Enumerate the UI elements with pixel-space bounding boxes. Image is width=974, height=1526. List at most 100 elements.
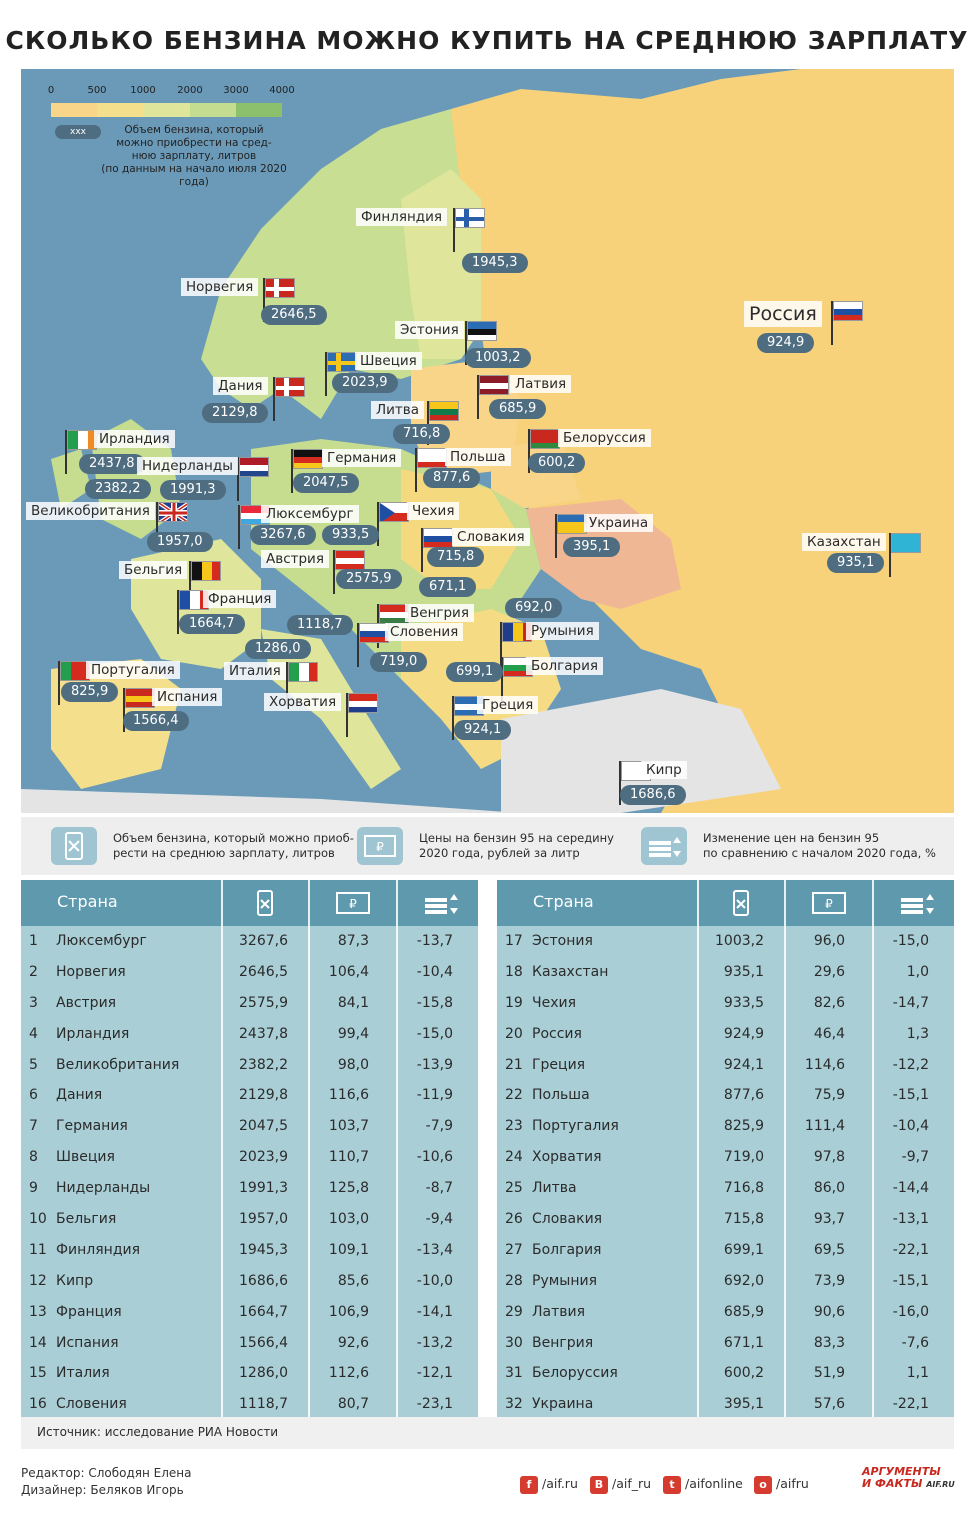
country-value-badge: 877,6 [423, 468, 481, 488]
legend-tick: 3000 [223, 85, 249, 96]
icon-legend-volume: Объем бензина, который можно приоб- рест… [51, 827, 354, 867]
country-cell: Испания [56, 1334, 119, 1351]
legend-color-segment [190, 103, 236, 117]
country-label: Словения [385, 623, 464, 641]
price-cell: 111,4 [804, 1118, 845, 1135]
social-vk[interactable]: В/aif_ru [590, 1475, 651, 1495]
country-cell: Эстония [532, 933, 593, 949]
volume-cell: 3267,6 [239, 933, 288, 949]
price-cell: 69,5 [813, 1241, 845, 1258]
table-row: 24 Хорватия 719,0 97,8 -9,7 [497, 1142, 954, 1173]
rank-cell: 9 [29, 1180, 38, 1197]
table-row: 28 Румыния 692,0 73,9 -15,1 [497, 1266, 954, 1297]
country-cell: Бельгия [56, 1211, 117, 1228]
change-cell: -8,7 [425, 1180, 453, 1197]
volume-cell: 924,1 [723, 1056, 764, 1073]
column-divider [697, 880, 699, 1417]
ruble-banknote-icon: ₽ [335, 888, 371, 918]
table-row: 19 Чехия 933,5 82,6 -14,7 [497, 988, 954, 1019]
flag-icon [348, 693, 378, 713]
table-row: 7 Германия 2047,5 103,7 -7,9 [21, 1111, 478, 1142]
price-cell: 83,3 [813, 1334, 845, 1351]
rank-cell: 7 [29, 1118, 38, 1135]
country-label: Дания [213, 377, 268, 395]
country-label: Словакия [452, 528, 530, 546]
rank-cell: 26 [505, 1211, 523, 1228]
country-label: Финляндия [356, 208, 448, 226]
price-cell: 75,9 [813, 1087, 845, 1104]
flag-pole [291, 449, 293, 493]
country-label: Швеция [355, 352, 422, 370]
price-cell: 84,1 [337, 994, 369, 1011]
table-rows: 1 Люксембург 3267,6 87,3 -13,7 2 Норвегия 2646,… [21, 926, 478, 1420]
price-cell: 114,6 [804, 1056, 845, 1073]
flag-pole [465, 321, 467, 365]
country-value-badge: 716,8 [393, 424, 451, 444]
flag-pole [619, 761, 621, 805]
price-cell: 90,6 [813, 1303, 845, 1320]
country-cell: Венгрия [532, 1334, 594, 1351]
price-cell: 85,6 [337, 1272, 369, 1289]
flag-pole [453, 208, 455, 252]
facebook-icon: f [520, 1475, 538, 1494]
volume-cell: 719,0 [723, 1149, 764, 1166]
table-row: 1 Люксембург 3267,6 87,3 -13,7 [21, 926, 478, 957]
rank-cell: 27 [505, 1241, 523, 1258]
country-cell: Дания [56, 1087, 103, 1104]
flag-pole [333, 550, 335, 594]
social-facebook[interactable]: f/aif.ru [520, 1475, 578, 1495]
legend-tick: 4000 [269, 85, 295, 96]
flag-pole [263, 278, 265, 322]
flag-pole [189, 561, 191, 605]
rank-cell: 11 [29, 1241, 47, 1258]
rank-cell: 32 [505, 1396, 523, 1413]
flag-pole [346, 693, 348, 737]
flag-pole [237, 457, 239, 501]
country-cell: Латвия [532, 1303, 586, 1320]
country-value-badge: 1118,7 [287, 615, 353, 635]
table-row: 27 Болгария 699,1 69,5 -22,1 [497, 1235, 954, 1266]
aif-logo[interactable]: АРГУМЕНТЫ И ФАКТЫ AIF.RU [862, 1465, 955, 1490]
country-value-badge: 699,1 [446, 662, 504, 682]
country-cell: Словения [56, 1396, 127, 1413]
country-cell: Португалия [532, 1118, 619, 1135]
table-row: 2 Норвегия 2646,5 106,4 -10,4 [21, 957, 478, 988]
change-cell: -16,0 [892, 1303, 929, 1320]
social-twitter[interactable]: t/aifonline [663, 1475, 743, 1495]
country-label: Великобритания [26, 502, 155, 520]
table-row: 21 Греция 924,1 114,6 -12,2 [497, 1050, 954, 1081]
change-cell: 1,0 [906, 963, 929, 980]
volume-cell: 716,8 [723, 1180, 764, 1197]
country-value-badge: 2129,8 [202, 403, 268, 423]
volume-cell: 1118,7 [239, 1396, 288, 1413]
country-cell: Австрия [56, 994, 117, 1011]
column-divider [308, 880, 310, 1417]
country-label: Литва [371, 401, 425, 419]
country-cell: Великобритания [56, 1056, 180, 1073]
table-row: 17 Эстония 1003,2 96,0 -15,0 [497, 926, 954, 957]
source-note: Источник: исследование РИА Новости [21, 1417, 954, 1449]
legend-key-badge: ххх [55, 125, 101, 139]
country-cell: Германия [56, 1118, 128, 1135]
rank-cell: 6 [29, 1087, 38, 1104]
flag-pole [58, 661, 60, 705]
country-label: Кипр [641, 761, 687, 779]
flag-icon [327, 352, 357, 372]
change-cell: -12,1 [416, 1365, 453, 1382]
country-value-badge: 1991,3 [160, 480, 226, 500]
rank-cell: 1 [29, 933, 38, 949]
flag-pole [500, 622, 502, 666]
odnoklassniki-icon: о [754, 1475, 772, 1494]
table-row: 20 Россия 924,9 46,4 1,3 [497, 1019, 954, 1050]
table-header-country: Страна [533, 892, 594, 911]
europe-map: 0 500 1000 2000 3000 4000 ххх Объем бенз… [21, 69, 954, 813]
volume-cell: 1566,4 [239, 1334, 288, 1351]
social-odnoklassniki[interactable]: о/aifru [754, 1475, 809, 1495]
country-value-badge: 1003,2 [465, 348, 531, 368]
price-cell: 98,0 [337, 1056, 369, 1073]
price-change-icon [423, 888, 463, 918]
flag-icon [125, 688, 155, 708]
price-cell: 97,8 [813, 1149, 845, 1166]
svg-text:₽: ₽ [376, 840, 384, 854]
column-divider [396, 880, 398, 1417]
